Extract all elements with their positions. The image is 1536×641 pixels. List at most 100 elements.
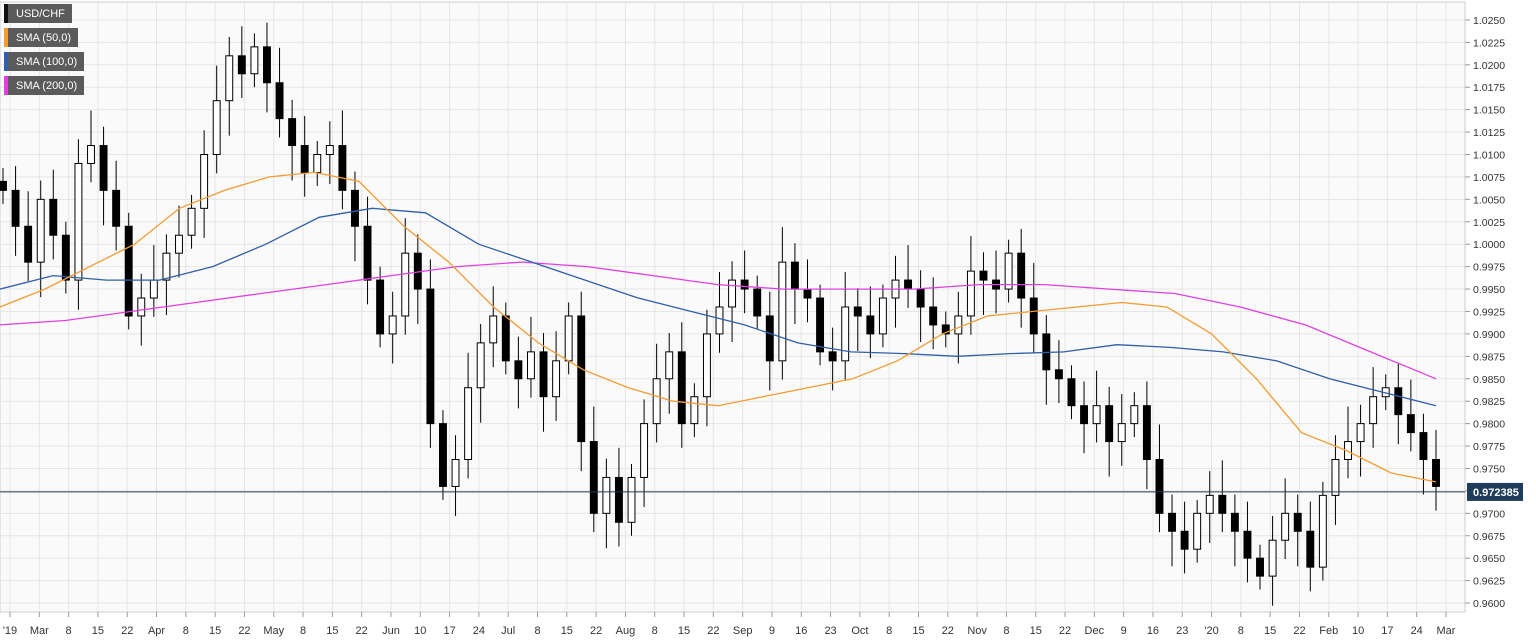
y-tick-label: 0.9700 xyxy=(1473,508,1505,520)
x-tick-label: 15 xyxy=(1030,625,1042,637)
x-tick-label: 8 xyxy=(183,625,189,637)
candle-body xyxy=(1318,494,1327,568)
candle-body xyxy=(501,315,510,362)
candle-body xyxy=(677,351,686,425)
x-tick-label: Apr xyxy=(148,625,165,637)
candle-body xyxy=(363,225,372,281)
candle-body xyxy=(388,315,397,335)
candle-body xyxy=(489,315,498,344)
candle-body xyxy=(288,118,297,147)
candle-body xyxy=(929,306,938,326)
sma100-line xyxy=(0,207,1437,407)
candle-body xyxy=(1356,423,1365,443)
legend-item-sma200[interactable]: SMA (200,0) xyxy=(4,76,85,95)
candle-body xyxy=(351,189,359,227)
candle-body xyxy=(1406,414,1415,434)
candle-body xyxy=(1080,405,1088,425)
x-tick-label: 8 xyxy=(1238,625,1244,637)
x-tick-label: 22 xyxy=(121,625,133,637)
candle-body xyxy=(627,476,636,523)
candle-body xyxy=(1394,387,1403,416)
candle-body xyxy=(564,315,573,362)
current-price-label: 0.972385 xyxy=(1473,487,1519,499)
y-tick-label: 0.9775 xyxy=(1473,441,1505,453)
candle-body xyxy=(426,288,435,425)
x-tick-label: 24 xyxy=(1411,625,1423,637)
y-tick-label: 0.9950 xyxy=(1473,284,1505,296)
candle-body xyxy=(137,297,146,317)
x-tick-label: 15 xyxy=(326,625,338,637)
candle-body xyxy=(1067,378,1076,407)
x-tick-label: 24 xyxy=(473,625,485,637)
candle-body xyxy=(99,145,108,191)
candle-body xyxy=(149,279,158,299)
candle-body xyxy=(464,387,473,460)
candle-body xyxy=(237,55,246,75)
x-tick-label: 23 xyxy=(1176,625,1188,637)
y-tick-label: 1.0075 xyxy=(1473,172,1505,184)
candle-body xyxy=(916,288,925,308)
candle-body xyxy=(866,315,875,335)
candle-body xyxy=(1193,512,1202,550)
candle-body xyxy=(1331,459,1340,496)
y-tick-label: 0.9800 xyxy=(1473,419,1505,431)
legend-swatch-sma50 xyxy=(4,28,8,47)
candle-body xyxy=(401,252,410,317)
x-tick-label: 22 xyxy=(356,625,368,637)
candle-body xyxy=(212,100,221,155)
candle-body xyxy=(1344,441,1352,461)
legend-swatch-sma100 xyxy=(4,52,8,71)
y-tick-label: 1.0050 xyxy=(1473,194,1505,206)
sma50-line xyxy=(0,171,1437,483)
candle-body xyxy=(954,315,963,335)
candle-body xyxy=(1243,530,1252,559)
candle-body xyxy=(740,279,749,290)
candle-body xyxy=(275,82,284,120)
legend-item-usdchf[interactable]: USD/CHF xyxy=(4,4,72,23)
candle-body xyxy=(313,154,322,173)
candle-body xyxy=(1092,405,1101,425)
x-tick-label: 22 xyxy=(1059,625,1071,637)
candle-body xyxy=(124,225,133,317)
candle-body xyxy=(225,55,234,102)
candle-body xyxy=(853,306,862,317)
y-tick-label: 0.9900 xyxy=(1473,329,1505,341)
candle-body xyxy=(979,270,988,281)
candle-body xyxy=(1117,423,1126,443)
x-tick-label: 22 xyxy=(238,625,250,637)
x-tick-label: 22 xyxy=(707,625,719,637)
x-tick-label: 8 xyxy=(300,625,306,637)
x-tick-label: 15 xyxy=(912,625,924,637)
candle-body xyxy=(753,288,762,317)
x-tick-label: Mar xyxy=(1437,625,1456,637)
candle-body xyxy=(1306,530,1315,568)
legend-swatch-usdchf xyxy=(4,4,8,23)
x-tick-label: 8 xyxy=(1003,625,1009,637)
x-tick-label: 9 xyxy=(1121,625,1127,637)
legend-label-sma50: SMA (50,0) xyxy=(16,31,72,44)
y-tick-label: 1.0250 xyxy=(1473,15,1505,27)
x-tick-label: Jul xyxy=(501,625,515,637)
x-tick-label: Feb xyxy=(1319,625,1338,637)
legend-item-sma100[interactable]: SMA (100,0) xyxy=(4,52,85,71)
x-tick-label: May xyxy=(263,625,284,637)
candle-body xyxy=(1130,405,1139,425)
candle-body xyxy=(1432,459,1440,487)
x-tick-label: 8 xyxy=(534,625,540,637)
x-tick-label: Oct xyxy=(851,625,868,637)
candle-body xyxy=(250,46,259,75)
candle-body xyxy=(1155,459,1164,514)
legend-item-sma50[interactable]: SMA (50,0) xyxy=(4,28,79,47)
candle-body xyxy=(162,252,171,281)
candle-body xyxy=(1369,396,1378,425)
x-tick-label: 8 xyxy=(652,625,658,637)
y-tick-label: 0.9875 xyxy=(1473,351,1505,363)
x-tick-label: Jun xyxy=(382,625,400,637)
x-tick-label: 8 xyxy=(66,625,72,637)
candle-body xyxy=(778,261,787,362)
x-tick-label: 10 xyxy=(414,625,426,637)
legend-label-sma100: SMA (100,0) xyxy=(16,55,78,68)
candle-body xyxy=(1419,432,1428,460)
legend-label-usdchf: USD/CHF xyxy=(16,7,65,20)
